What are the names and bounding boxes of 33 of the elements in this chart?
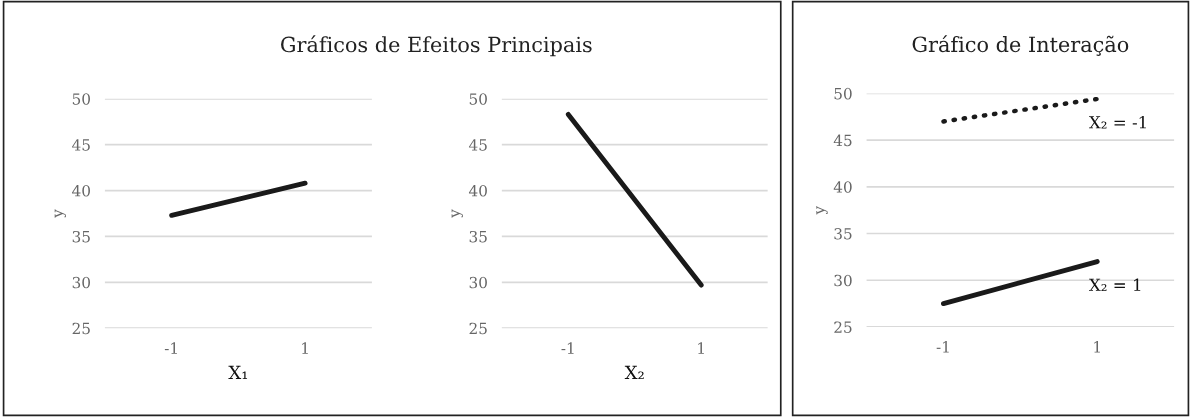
y-tick-label: 35 [469,230,487,243]
y-tick-label: 50 [469,93,487,105]
y-tick-label: 35 [72,230,90,243]
y-tick-label: 40 [468,185,487,197]
y-tick-label: 45 [833,134,852,147]
y-tick-label: 50 [834,87,852,100]
y-tick-label: 30 [72,276,90,289]
y-tick-label: 25 [469,322,487,335]
y-tick-label: 25 [834,321,852,333]
text: Gráficos de Efeitos Principais [281,35,592,57]
x-axis-title: X₁ [228,365,248,379]
y-tick-label: 40 [72,185,90,197]
y-tick-label: 45 [72,139,90,151]
y-tick-label: 25 [72,322,90,335]
series-label: X₂ = 1 [1089,278,1141,291]
series-label: X₂ = -1 [1089,115,1146,129]
chart-title: Gráfico de Interação [912,35,1129,56]
y-tick-label: 30 [834,274,852,287]
y-tick-label: 30 [469,276,487,289]
x-axis-title: X₂ [624,365,644,379]
y-tick-label: 35 [834,227,852,240]
y-axis-title: y [816,205,828,215]
x-tick-label: -1 [164,342,177,354]
y-tick-label: 40 [833,181,852,193]
x-tick-label: 1 [302,342,308,354]
x-tick-label: 1 [1094,341,1100,353]
y-tick-label: 50 [72,93,90,105]
y-tick-label: 45 [468,139,487,151]
x-tick-label: 1 [698,342,704,354]
x-tick-label: -1 [936,341,949,353]
y-axis-title: y [54,209,67,218]
x-tick-label: -1 [561,342,574,354]
y-axis-title: y [451,209,463,218]
